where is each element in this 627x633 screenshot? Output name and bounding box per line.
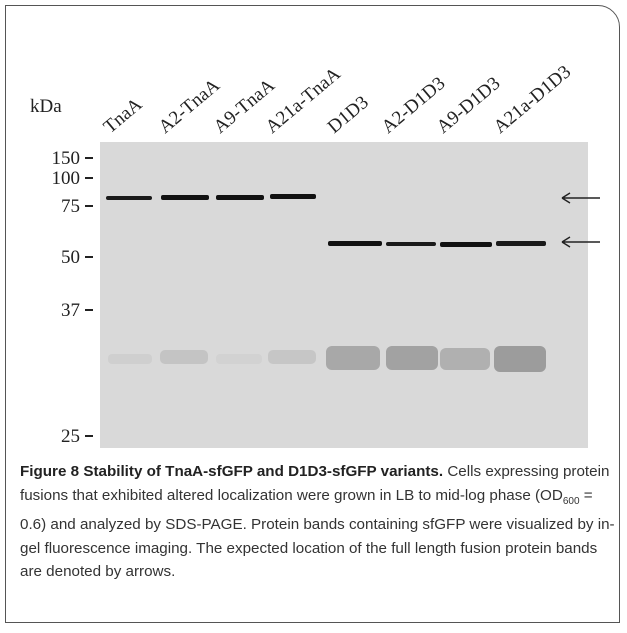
lane-label: A2-TnaA: [155, 75, 224, 138]
lane-label: D1D3: [324, 92, 373, 138]
page: kDa TnaAA2-TnaAA9-TnaAA21a-TnaAD1D3A2-D1…: [0, 0, 627, 633]
gel: [100, 142, 588, 448]
lane-label: TnaA: [100, 94, 147, 138]
caption-subscript: 600: [563, 496, 580, 507]
marker-label: 25: [61, 426, 80, 447]
unit-label: kDa: [30, 96, 62, 117]
caption-label: Figure 8: [20, 463, 79, 480]
marker-label: 75: [61, 196, 80, 217]
caption-title: Stability of TnaA-sfGFP and D1D3-sfGFP v…: [83, 463, 443, 480]
marker-label: 100: [52, 168, 81, 189]
marker-label: 37: [61, 300, 80, 321]
marker-label: 50: [61, 247, 80, 268]
caption: Figure 8 Stability of TnaA-sfGFP and D1D…: [20, 460, 616, 584]
lane-label: A21a-D1D3: [490, 61, 575, 137]
marker-label: 150: [52, 148, 81, 169]
